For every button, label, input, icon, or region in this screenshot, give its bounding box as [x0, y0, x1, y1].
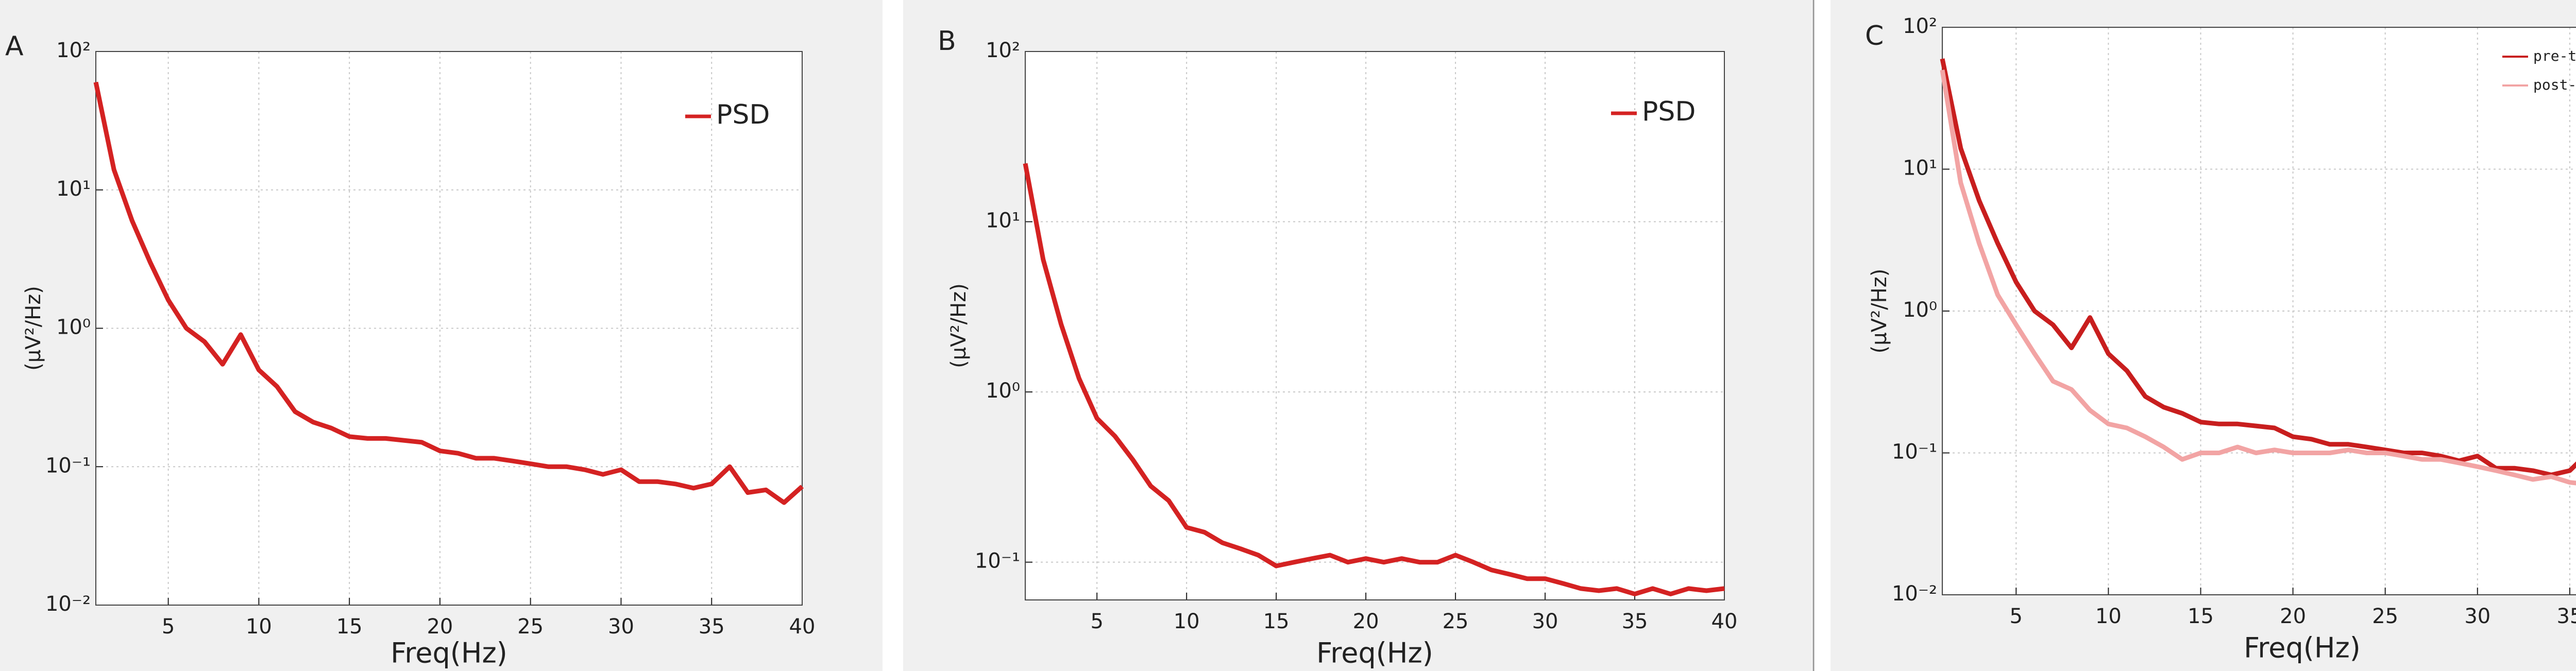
x-tick-label: 40	[789, 615, 816, 639]
y-tick-label: 10⁻²	[45, 592, 91, 616]
y-tick-label: 10²	[986, 39, 1020, 62]
x-tick-label: 5	[2010, 605, 2023, 628]
x-tick-label: 15	[336, 615, 363, 639]
y-tick-label: 10²	[56, 39, 91, 62]
panel-label: A	[5, 31, 24, 62]
plot-frame	[1942, 27, 2576, 595]
x-tick-label: 30	[1532, 610, 1558, 633]
y-axis-label: (μV²/Hz)	[947, 283, 971, 368]
x-axis-label: Freq(Hz)	[1316, 637, 1433, 669]
x-tick-label: 25	[517, 615, 544, 639]
x-tick-label: 35	[2556, 605, 2576, 628]
plot-area	[96, 51, 802, 605]
x-tick-label: 25	[1443, 610, 1469, 633]
x-tick-label: 15	[1263, 610, 1290, 633]
x-tick-label: 30	[2464, 605, 2490, 628]
panel-label: C	[1865, 21, 1884, 51]
y-tick-label: 10¹	[986, 209, 1020, 233]
y-tick-label: 10¹	[56, 177, 91, 201]
x-tick-label: 40	[1711, 610, 1738, 633]
y-tick-label: 10¹	[1903, 157, 1937, 180]
y-tick-label: 10⁻¹	[975, 549, 1020, 573]
x-tick-label: 30	[608, 615, 634, 639]
x-tick-label: 35	[699, 615, 725, 639]
data-line	[1940, 70, 2576, 486]
x-tick-label: 10	[2095, 605, 2122, 628]
plot-area	[1942, 27, 2576, 595]
x-tick-label: 20	[1353, 610, 1379, 633]
x-tick-label: 5	[1090, 610, 1103, 633]
y-tick-label: 10⁰	[1903, 298, 1937, 322]
x-axis-label: Freq(Hz)	[2244, 632, 2361, 664]
x-tick-label: 20	[427, 615, 453, 639]
plot-area	[1025, 51, 1724, 600]
x-tick-label: 5	[162, 615, 175, 639]
x-tick-label: 15	[2188, 605, 2214, 628]
x-tick-label: 25	[2372, 605, 2398, 628]
y-tick-label: 10⁻¹	[45, 454, 91, 477]
panel-label: B	[938, 26, 956, 57]
y-tick-label: 10⁰	[56, 316, 91, 339]
y-tick-label: 10²	[1903, 14, 1937, 38]
x-tick-label: 10	[246, 615, 272, 639]
data-line	[1940, 58, 2576, 477]
x-tick-label: 10	[1174, 610, 1200, 633]
y-tick-label: 10⁻¹	[1892, 440, 1937, 464]
x-tick-label: 35	[1622, 610, 1648, 633]
y-tick-label: 10⁻²	[1892, 582, 1937, 606]
x-axis-label: Freq(Hz)	[391, 637, 507, 669]
plot-frame	[95, 51, 803, 606]
y-axis-label: (μV²/Hz)	[1868, 269, 1891, 354]
data-line	[1023, 163, 1725, 596]
legend-label: PSD	[716, 99, 770, 130]
y-tick-label: 10⁰	[986, 379, 1020, 403]
data-line	[93, 81, 804, 505]
legend-label: PSD	[1642, 96, 1696, 127]
plot-frame	[1025, 51, 1725, 600]
legend-label: pre-treatment	[2533, 47, 2576, 64]
x-tick-label: 20	[2280, 605, 2306, 628]
y-axis-label: (μV²/Hz)	[22, 286, 45, 371]
legend-label: post-treatment	[2533, 76, 2576, 93]
